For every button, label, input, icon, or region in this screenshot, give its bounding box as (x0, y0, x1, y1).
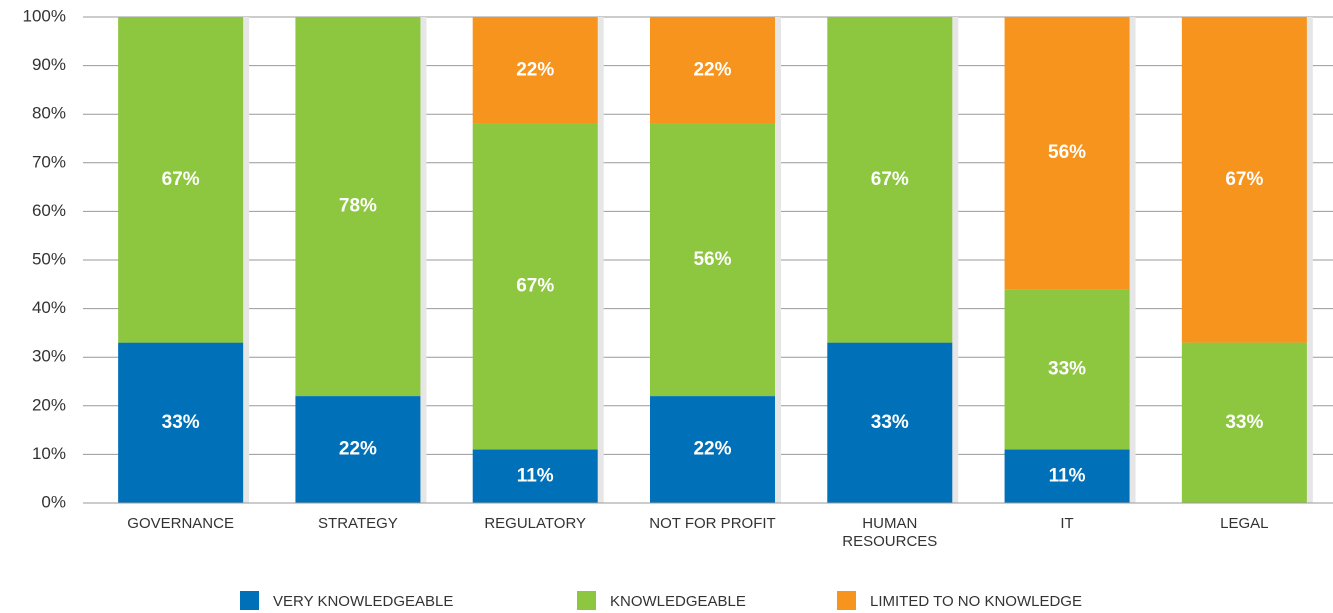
y-tick-label: 40% (32, 298, 66, 317)
x-tick-label: NOT FOR PROFIT (649, 515, 776, 532)
bar-segment (650, 396, 775, 503)
data-label: 56% (693, 249, 731, 270)
y-tick-label: 80% (32, 104, 66, 123)
bar-segment (1004, 289, 1130, 450)
legend-label: VERY KNOWLEDGEABLE (273, 593, 453, 610)
data-label: 22% (339, 439, 377, 460)
bar-segment (650, 17, 775, 124)
legend-swatch (577, 591, 596, 610)
bar-segment (827, 17, 953, 343)
y-tick-label: 10% (32, 444, 66, 463)
y-tick-label: 90% (32, 55, 66, 74)
data-label: 67% (871, 169, 909, 190)
bar-segment (827, 342, 953, 503)
data-label: 22% (516, 59, 554, 80)
bar-segment (1181, 342, 1307, 503)
bar-segment (118, 342, 244, 503)
data-label: 78% (339, 196, 377, 217)
data-label: 22% (693, 439, 731, 460)
bar-segment (295, 396, 421, 503)
bar-segment (295, 17, 421, 397)
data-label: 22% (693, 59, 731, 80)
legend-label: KNOWLEDGEABLE (610, 593, 746, 610)
data-label: 33% (871, 412, 909, 433)
data-label: 33% (162, 412, 200, 433)
y-tick-label: 30% (32, 347, 66, 366)
bar-segment (472, 449, 598, 503)
legend-swatch (240, 591, 259, 610)
bar-segment (118, 17, 244, 343)
bar-segment (472, 123, 598, 450)
legend-label: LIMITED TO NO KNOWLEDGE (870, 593, 1082, 610)
x-tick-label: LEGAL (1220, 515, 1269, 532)
bar-segment (472, 17, 598, 124)
bar-segment (1004, 17, 1130, 290)
x-tick-label: IT (1060, 515, 1074, 532)
bar-segment (1181, 17, 1307, 343)
x-tick-label: STRATEGY (318, 515, 398, 532)
data-label: 33% (1048, 358, 1086, 379)
data-label: 67% (162, 169, 200, 190)
data-label: 33% (1225, 412, 1263, 433)
y-tick-label: 50% (32, 249, 66, 268)
legend-swatch (837, 591, 856, 610)
data-label: 11% (517, 465, 554, 486)
data-label: 56% (1048, 142, 1086, 163)
data-label: 67% (516, 276, 554, 297)
y-tick-label: 0% (41, 492, 66, 511)
y-tick-label: 70% (32, 152, 66, 171)
data-label: 67% (1225, 169, 1263, 190)
bar-segment (1004, 449, 1130, 503)
y-tick-label: 60% (32, 201, 66, 220)
y-tick-label: 100% (23, 6, 66, 25)
x-tick-label: HUMAN RESOURCES (842, 515, 938, 550)
x-tick-label: GOVERNANCE (127, 515, 234, 532)
data-label: 11% (1049, 465, 1086, 486)
x-tick-label: REGULATORY (484, 515, 587, 532)
bar-segment (650, 123, 775, 397)
y-tick-label: 20% (32, 395, 66, 414)
